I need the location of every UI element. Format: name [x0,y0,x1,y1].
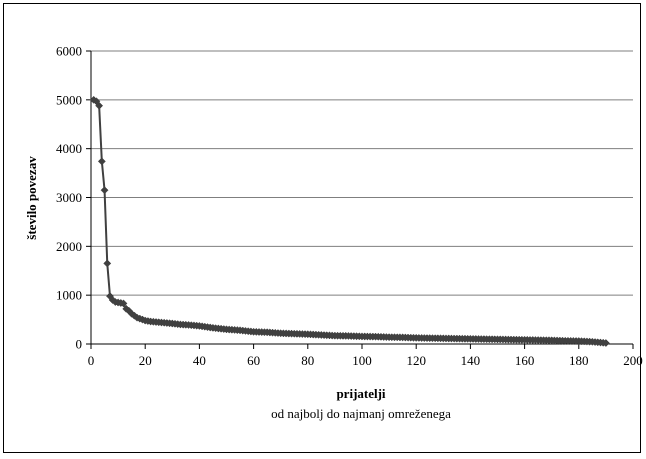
x-tick-label: 60 [247,353,260,368]
data-point-interp [274,329,282,338]
data-point-interp [233,326,242,335]
chart-frame [3,3,641,453]
data-point-interp [382,333,391,342]
data-point-interp [301,330,310,339]
x-tick-label: 120 [406,353,426,368]
x-tick-label: 40 [193,353,206,368]
y-tick-label: 3000 [56,190,82,205]
x-tick-label: 100 [352,353,372,368]
data-point-interp [504,335,513,344]
data-point-interp [246,327,255,336]
data-point-interp [260,328,269,337]
data-point-interp [355,332,364,341]
y-tick-label: 2000 [56,239,82,254]
data-point [97,157,106,166]
y-tick-label: 5000 [56,92,82,107]
data-point [95,101,104,110]
data-point-interp [206,323,215,332]
tick-labels: 0 1000 2000 3000 4000 5000 6000 0 20 40 60 80 100 120… [56,44,643,369]
x-tick-label: 80 [301,353,314,368]
data-point-interp [558,336,567,345]
data-point-interp [572,337,581,345]
data-point-interp [477,335,486,344]
data-point-interp [173,320,182,329]
data-point-interp [450,334,459,343]
data-point-interp [585,337,594,346]
data-point-interp [149,317,158,326]
data-point-interp [341,331,350,340]
data-point-interp [160,318,169,327]
data-point [100,186,109,195]
axes [86,50,634,349]
data-point [103,259,112,268]
data-point-interp [192,321,201,330]
x-tick-label: 160 [515,353,535,368]
data-point-interp [409,333,418,342]
x-axis-label: prijatelji [336,386,385,401]
data-point-interp [423,334,431,343]
x-tick-label: 0 [88,353,95,368]
data-point-interp [328,331,337,340]
series-line [93,98,606,345]
data-point-interp [219,325,228,334]
x-tick-label: 200 [623,353,643,368]
gridlines [91,50,633,296]
data-point-interp [599,338,608,347]
data-point-interp [531,336,540,344]
data-point-interp [314,330,323,339]
data-point-interp [436,334,445,343]
data-point-interp [368,332,377,341]
y-tick-label: 4000 [56,141,82,156]
data-point-interp [463,334,472,343]
x-tick-label: 20 [139,353,152,368]
x-axis-sublabel: od najbolj do najmanj omreženega [271,406,451,421]
x-tick-label: 180 [569,353,589,368]
y-tick-label: 1000 [56,288,82,303]
data-point-interp [287,329,296,338]
data-point-interp [395,333,404,342]
data-series [89,95,610,347]
data-point-interp [165,319,174,328]
data-point-interp [181,320,190,329]
data-point-interp [517,335,526,344]
x-tick-label: 140 [461,353,481,368]
y-tick-label: 6000 [56,44,82,59]
data-point-interp [154,318,163,327]
data-point [119,299,128,308]
y-axis-label: število povezav [24,156,39,240]
data-point-interp [545,336,553,345]
y-tick-label: 0 [76,337,83,352]
data-point-interp [143,317,152,326]
data-point-interp [490,335,499,344]
